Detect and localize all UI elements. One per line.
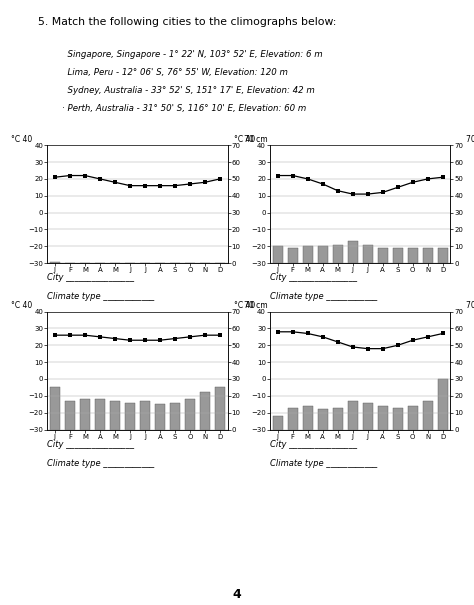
Text: Sydney, Australia - 33° 52' S, 151° 17' E, Elevation: 42 m: Sydney, Australia - 33° 52' S, 151° 17' … [62,86,314,95]
Bar [408,406,418,430]
Text: City ________________: City ________________ [47,273,135,283]
Text: City ________________: City ________________ [270,440,357,450]
Text: °C 40: °C 40 [234,301,255,310]
Text: City ________________: City ________________ [270,273,357,283]
Bar [423,401,433,430]
Bar [288,248,298,263]
Bar [393,248,402,263]
Text: 5. Match the following cities to the climographs below:: 5. Match the following cities to the cli… [38,17,336,27]
Text: Climate type ____________: Climate type ____________ [47,459,155,468]
Bar [273,246,283,263]
Text: Climate type ____________: Climate type ____________ [270,459,377,468]
Bar [95,399,105,430]
Text: 70 cm: 70 cm [244,301,267,310]
Bar [125,402,135,430]
Bar [318,410,328,430]
Bar [408,248,418,263]
Bar [303,406,312,430]
Bar [378,248,388,263]
Bar [318,246,328,263]
Bar [185,399,195,430]
Bar [363,402,373,430]
Text: City ________________: City ________________ [47,440,135,450]
Bar [155,404,165,430]
Bar [80,399,90,430]
Bar [423,248,433,263]
Bar [363,244,373,263]
Text: 70 cm: 70 cm [244,135,267,144]
Bar [378,406,388,430]
Bar [215,387,225,430]
Bar [348,401,357,430]
Bar [273,416,283,430]
Bar [110,401,120,430]
Text: 70 cm: 70 cm [466,301,474,310]
Text: 70 cm: 70 cm [466,135,474,144]
Bar [438,248,447,263]
Text: Lima, Peru - 12° 06' S, 76° 55' W, Elevation: 120 m: Lima, Peru - 12° 06' S, 76° 55' W, Eleva… [62,68,288,77]
Bar [393,408,402,430]
Text: Climate type ____________: Climate type ____________ [47,292,155,301]
Bar [348,241,357,263]
Text: 4: 4 [233,587,241,601]
Bar [303,246,312,263]
Bar [333,408,343,430]
Text: °C 40: °C 40 [11,301,33,310]
Bar [140,401,150,430]
Text: °C 40: °C 40 [11,135,33,144]
Bar [333,244,343,263]
Bar [438,379,447,430]
Bar [288,408,298,430]
Text: Climate type ____________: Climate type ____________ [270,292,377,301]
Bar [200,393,210,430]
Text: °C 40: °C 40 [234,135,255,144]
Text: Singapore, Singapore - 1° 22' N, 103° 52' E, Elevation: 6 m: Singapore, Singapore - 1° 22' N, 103° 52… [62,50,322,59]
Bar [50,387,60,430]
Text: · Perth, Australia - 31° 50' S, 116° 10' E, Elevation: 60 m: · Perth, Australia - 31° 50' S, 116° 10'… [62,104,306,113]
Bar [170,402,180,430]
Bar [65,401,75,430]
